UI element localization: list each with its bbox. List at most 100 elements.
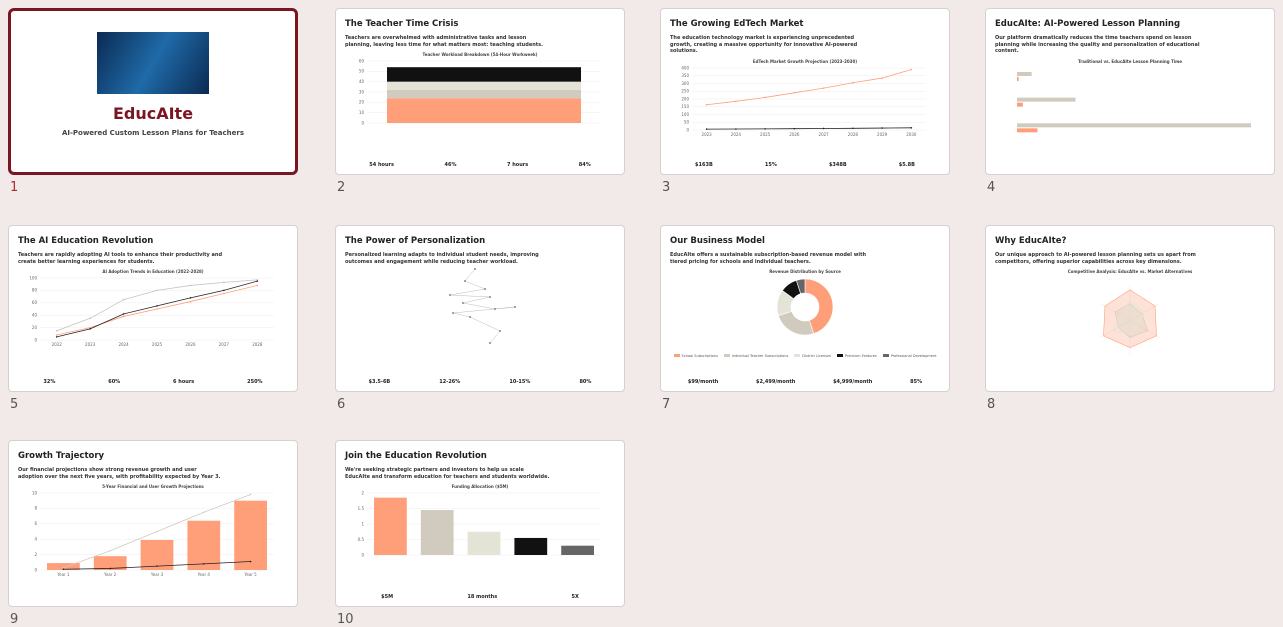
slide-thumbnail[interactable]: The Teacher Time Crisis Teachers are over…	[335, 8, 625, 175]
bar	[514, 537, 548, 555]
stat-value: 5X	[571, 594, 579, 600]
slide-thumbnail[interactable]: EducAIte: AI-Powered Lesson Planning Our …	[985, 8, 1275, 175]
legend-label: Individual Teacher Subscriptions	[731, 354, 789, 358]
x-tick-label: Year 1	[56, 572, 70, 577]
x-tick-label: 2022	[52, 342, 63, 347]
line-point	[189, 284, 192, 287]
chart: 0 50 100 150 200 250 300 350 400 2023 2024 2025 2026…	[681, 65, 926, 137]
y-tick-label: 10	[32, 490, 38, 495]
x-tick-label: 2024	[118, 342, 129, 347]
y-tick-label: 80	[32, 288, 38, 293]
network-node	[462, 302, 464, 304]
stat-value: 85%	[910, 379, 923, 385]
slide-number: 9	[10, 612, 19, 627]
line-point	[156, 530, 158, 533]
legend-swatch	[673, 354, 680, 357]
legend-item: Individual Teacher Subscriptions	[723, 354, 789, 358]
x-tick-label: 2028	[252, 342, 263, 347]
y-tick-label: 0	[34, 337, 37, 342]
y-tick-label: 6	[34, 521, 37, 526]
slide-thumbnail[interactable]: Join the Education Revolution We're seeki…	[335, 440, 625, 607]
line-point	[156, 308, 158, 310]
chart-title: 5-Year Financial and User Growth Project…	[102, 484, 204, 489]
y-tick-label: 0	[361, 552, 364, 557]
line-point	[156, 289, 158, 292]
x-tick-label: 2027	[219, 342, 230, 347]
bar	[1017, 71, 1032, 76]
slide-thumbnail[interactable]: Our Business Model EducAIte offers a sust…	[660, 225, 950, 392]
legend-item: District Licenses	[794, 354, 831, 358]
slide-title: Join the Education Revolution	[345, 451, 487, 461]
stat-value: $4,999/month	[833, 379, 873, 385]
bar	[1017, 127, 1038, 132]
cover-subtitle: AI-Powered Custom Lesson Plans for Teach…	[61, 129, 245, 137]
chart: 0 2 4 6 8 10 Year 1 Year 2 Year 3 Year 4 Year 5	[32, 490, 274, 577]
line-point	[203, 511, 205, 514]
line-point	[109, 549, 111, 552]
stats-row: $99/month $2,499/month $4,999/month 85%	[669, 379, 941, 385]
line-point	[793, 91, 796, 94]
network-edge	[452, 306, 516, 314]
line-point	[256, 284, 259, 287]
line-point	[822, 86, 825, 89]
y-tick-label: 350	[681, 73, 689, 78]
line-point	[249, 560, 252, 563]
y-tick-label: 20	[32, 325, 38, 330]
cover-title: EducAIte	[112, 104, 194, 123]
legend: School Subscriptions Individual Teacher S…	[670, 354, 940, 358]
legend-swatch	[882, 354, 889, 357]
stat-value: $163B	[695, 162, 713, 168]
stat-value: 10-15%	[509, 379, 531, 385]
line-point	[881, 126, 883, 129]
stat-value: $3.5-6B	[368, 379, 391, 385]
slide-thumbnail[interactable]: EducAIte AI-Powered Custom Lesson Plans f…	[8, 8, 298, 175]
bar	[234, 500, 267, 570]
legend-label: District Licenses	[802, 354, 831, 358]
slide-thumbnail[interactable]: The Power of Personalization Personalized…	[335, 225, 625, 392]
legend-label: School Subscriptions	[681, 354, 718, 358]
x-tick-label: 2025	[152, 342, 163, 347]
x-tick-label: 2023	[85, 342, 96, 347]
legend-item: School Subscriptions	[673, 354, 718, 358]
network-node	[494, 308, 496, 310]
y-tick-label: 0.5	[358, 537, 365, 542]
line-point	[122, 313, 125, 315]
slide-thumbnail[interactable]: Growth Trajectory Our financial projectio…	[8, 440, 298, 607]
bar	[561, 545, 594, 555]
bar	[1017, 76, 1019, 81]
line-point	[122, 315, 125, 318]
slide-thumbnail[interactable]: The Growing EdTech Market The education t…	[660, 8, 950, 175]
network-edge	[449, 294, 491, 298]
x-tick-label: 2023	[702, 132, 713, 137]
y-tick-label: 40	[32, 313, 38, 318]
bar-segment	[387, 81, 581, 90]
y-tick-label: 8	[34, 506, 37, 511]
line-point	[203, 563, 205, 565]
slide-subtitle: Our unique approach to AI-powered lesson…	[995, 252, 1196, 265]
line-point	[249, 493, 252, 496]
line-series	[706, 126, 912, 130]
legend-swatch	[794, 354, 801, 357]
bar	[1017, 97, 1076, 102]
stat-value: 54 hours	[369, 162, 394, 168]
line-point	[910, 126, 913, 129]
chart-title: Revenue Distribution by Source	[769, 269, 841, 274]
slide-number: 2	[337, 180, 346, 195]
slide-subtitle: The education technology market is exper…	[670, 35, 858, 54]
network-edge	[462, 296, 491, 304]
line-point	[122, 298, 125, 301]
line-point	[256, 279, 259, 281]
chart: 0 10 20 30 40 50 60	[359, 58, 601, 125]
x-tick-label: Year 2	[103, 572, 117, 577]
network-node	[514, 306, 516, 308]
x-tick-label: 2027	[819, 132, 830, 137]
slide-title: EducAIte: AI-Powered Lesson Planning	[995, 19, 1181, 29]
stats-row: 54 hours 46% 7 hours 84%	[344, 162, 616, 168]
slide-thumbnail[interactable]: Why EducAIte? Our unique approach to AI-p…	[985, 225, 1275, 392]
slide-number: 6	[337, 397, 346, 412]
stats-row: $3.5-6B 12-26% 10-15% 80%	[344, 379, 616, 385]
slide-title: The Power of Personalization	[345, 236, 486, 246]
stat-value: $348B	[828, 162, 847, 168]
line-point	[735, 127, 737, 130]
slide-thumbnail[interactable]: The AI Education Revolution Teachers are …	[8, 225, 298, 392]
